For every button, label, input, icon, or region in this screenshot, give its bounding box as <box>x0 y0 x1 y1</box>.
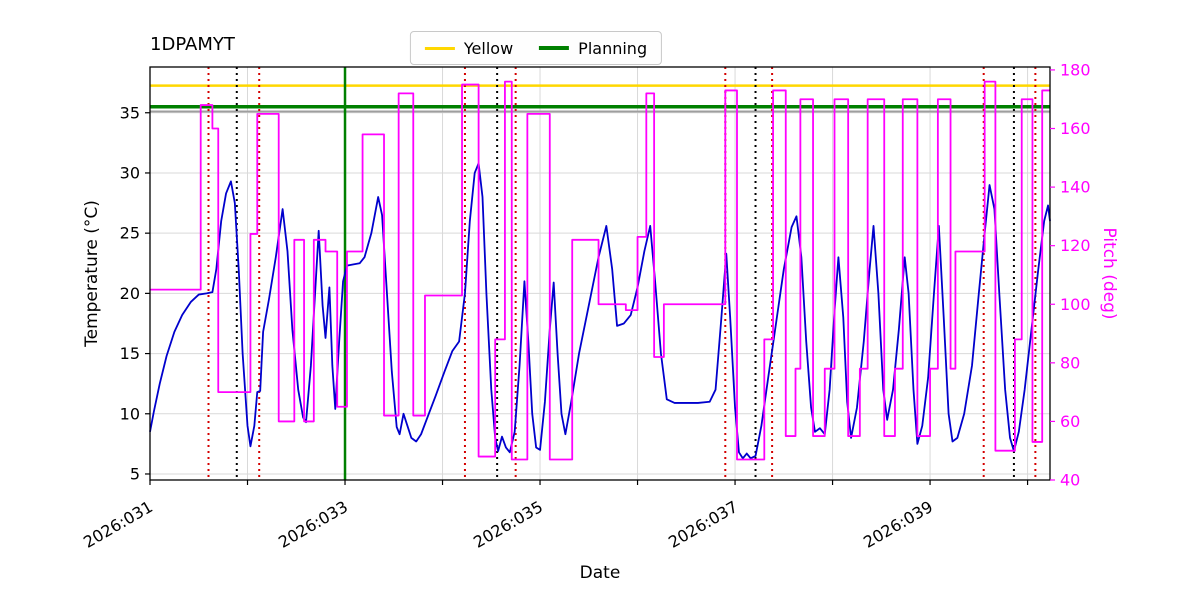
legend-item-yellow: Yellow <box>424 38 514 58</box>
y-left-tick-label: 30 <box>120 163 140 182</box>
y-right-tick-label: 160 <box>1060 119 1091 138</box>
legend-label-yellow: Yellow <box>463 38 514 58</box>
y-right-tick-label: 140 <box>1060 178 1091 197</box>
y-right-tick-label: 180 <box>1060 60 1091 79</box>
x-axis-label: Date <box>580 563 621 583</box>
x-tick-label: 2026:031 <box>80 497 156 552</box>
y-right-tick-label: 100 <box>1060 295 1091 314</box>
pitch-line <box>150 80 1050 461</box>
legend-label-planning: Planning <box>578 38 648 58</box>
y-right-tick-label: 80 <box>1060 353 1080 372</box>
x-tick-label: 2026:037 <box>665 497 741 552</box>
x-tick-label: 2026:039 <box>860 497 936 552</box>
chart-legend: Yellow Planning <box>409 31 663 65</box>
y-right-axis-label: Pitch (deg) <box>1099 227 1119 319</box>
y-right-tick-label: 40 <box>1060 471 1080 490</box>
y-left-tick-label: 5 <box>130 464 140 483</box>
y-left-tick-label: 25 <box>120 224 140 243</box>
y-left-axis-label: Temperature (°C) <box>82 200 102 348</box>
y-right-tick-label: 60 <box>1060 412 1080 431</box>
y-left-tick-label: 20 <box>120 284 140 303</box>
chart-title: 1DPAMYT <box>150 34 235 55</box>
planning-line-swatch <box>539 46 570 50</box>
x-tick-label: 2026:033 <box>275 497 351 552</box>
y-left-tick-label: 10 <box>120 404 140 423</box>
legend-item-planning: Planning <box>539 39 647 58</box>
y-right-tick-label: 120 <box>1060 236 1091 255</box>
y-left-tick-label: 15 <box>120 344 140 363</box>
plot-frame <box>149 66 1051 481</box>
temperature-line <box>149 162 1051 460</box>
x-tick-label: 2026:035 <box>470 497 546 552</box>
y-left-tick-label: 35 <box>120 103 140 122</box>
yellow-line-swatch <box>424 46 455 50</box>
